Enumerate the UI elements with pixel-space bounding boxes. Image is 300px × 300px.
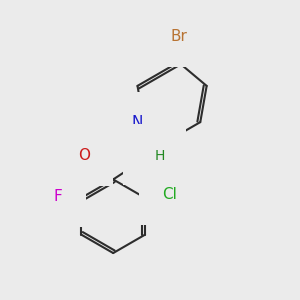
Text: O: O [78,148,90,164]
Text: N: N [146,147,158,162]
Text: F: F [54,189,63,204]
Text: Br: Br [170,29,187,44]
Text: H: H [155,148,165,163]
Text: Cl: Cl [162,188,177,202]
Text: N: N [132,115,143,130]
